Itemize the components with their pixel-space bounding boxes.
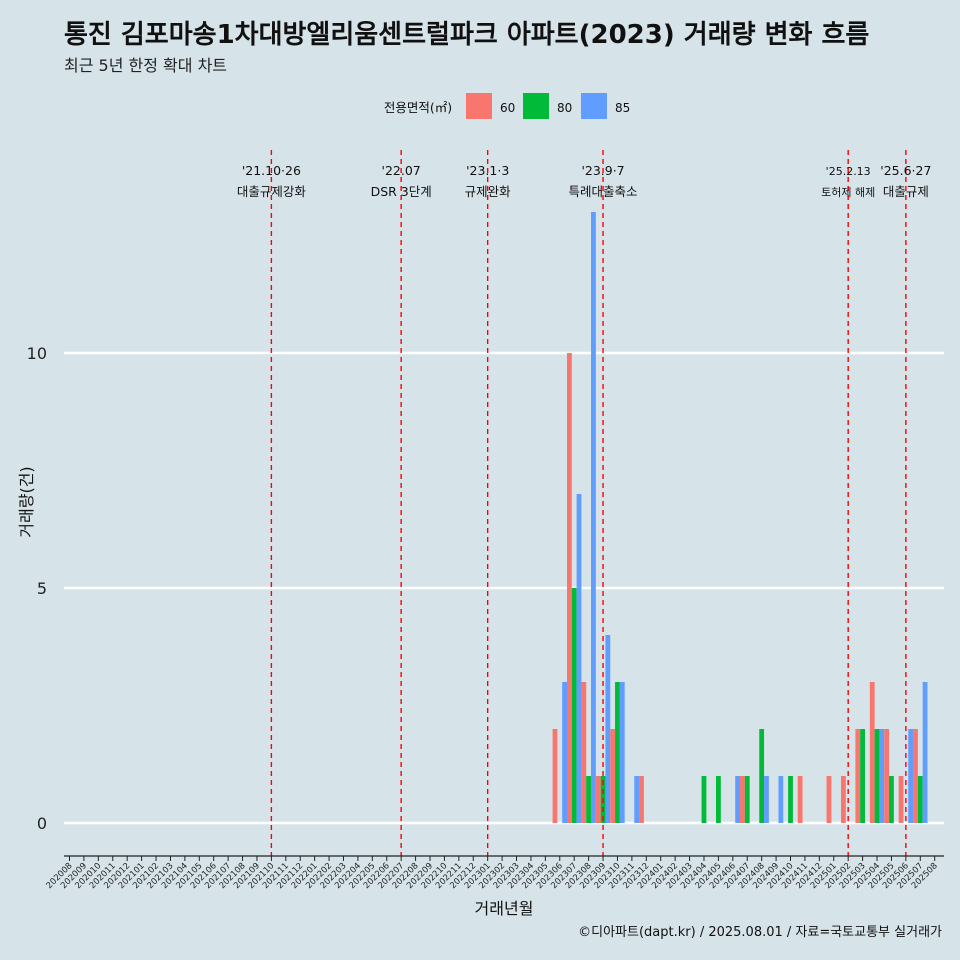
event-label: 규제완화 <box>465 184 512 199</box>
caption: ©디아파트(dapt.kr) / 2025.08.01 / 자료=국토교통부 실… <box>578 925 942 940</box>
bar-60-202312 <box>639 776 644 823</box>
bar-60-202503 <box>855 729 861 823</box>
bar-80-202504 <box>874 729 880 823</box>
bar-80-202310 <box>615 682 620 823</box>
legend-label-80: 80 <box>557 101 572 115</box>
bar-80-202405 <box>716 776 721 823</box>
bar-60-202506 <box>898 776 904 823</box>
event-label: DSR 3단계 <box>371 184 432 199</box>
event-date: '21.10·26 <box>242 163 301 178</box>
event-label: 대출규제 <box>883 184 929 199</box>
event-label: 특례대출축소 <box>569 184 638 199</box>
event-annotations: '21.10·26 대출규제강화 '22.07 DSR 3단계 '23.1·3 규제완화 '… <box>237 163 932 199</box>
chart-title: 통진 김포마송1차대방엘리움센트럴파크 아파트(2023) 거래량 변화 흐름 <box>64 20 870 50</box>
event-date: '22.07 <box>382 163 421 178</box>
legend: 전용면적(㎡) 60 80 85 <box>384 93 630 119</box>
bar-85-202309 <box>605 635 611 823</box>
y-tick-label: 0 <box>37 814 47 833</box>
event-label: 토허제 해제 <box>821 185 875 199</box>
bar-60-202501 <box>826 776 832 823</box>
bar-80-202507 <box>917 776 923 823</box>
event-date: '25.6·27 <box>880 163 931 178</box>
bar-60-202309 <box>595 776 601 823</box>
bar-60-202306 <box>552 729 558 823</box>
bar-85-202307 <box>576 494 582 823</box>
legend-label-60: 60 <box>500 101 515 115</box>
bar-80-202307 <box>571 588 577 823</box>
bar-80-202505 <box>889 776 894 823</box>
y-axis: 0 5 10 <box>27 344 47 833</box>
chart-subtitle: 최근 5년 한정 확대 차트 <box>64 56 228 75</box>
bar-85-202504 <box>879 729 885 823</box>
legend-key-85 <box>581 93 607 119</box>
bar-85-202507 <box>922 682 928 823</box>
legend-label-85: 85 <box>615 101 630 115</box>
bar-60-202307 <box>567 353 572 823</box>
bar-80-202410 <box>788 776 793 823</box>
y-tick-label: 10 <box>27 344 47 363</box>
bar-60-202507 <box>913 729 918 823</box>
event-date: '23.1·3 <box>466 163 509 178</box>
legend-key-60 <box>466 93 492 119</box>
bar-80-202404 <box>701 776 707 823</box>
bar-60-202502 <box>840 776 846 823</box>
bar-85-202408 <box>764 776 769 823</box>
bar-85-202310 <box>619 682 625 823</box>
bar-60-202505 <box>884 729 890 823</box>
bar-85-202506 <box>908 729 914 823</box>
event-date: '23.9·7 <box>581 163 624 178</box>
bar-60-202407 <box>740 776 745 823</box>
legend-key-80 <box>523 93 549 119</box>
event-lines <box>270 150 907 856</box>
bar-60-202411 <box>797 776 803 823</box>
x-axis-title: 거래년월 <box>475 899 534 918</box>
bar-85-202308 <box>591 212 596 823</box>
legend-title: 전용면적(㎡) <box>384 100 452 115</box>
x-axis: 2020082020092020102020112020122021012021… <box>45 855 944 891</box>
gridlines <box>64 351 944 825</box>
bar-85-202406 <box>735 776 741 823</box>
bar-80-202408 <box>759 729 765 823</box>
bar-80-202503 <box>860 729 865 823</box>
bar-80-202407 <box>744 776 750 823</box>
event-date: '25.2.13 <box>826 165 871 178</box>
bar-60-202308 <box>581 682 587 823</box>
bar-60-202504 <box>869 682 875 823</box>
bar-85-202409 <box>778 776 784 823</box>
y-axis-title: 거래량(건) <box>17 466 36 537</box>
event-label: 대출규제강화 <box>237 184 307 199</box>
bar-85-202311 <box>634 776 640 823</box>
bar-60-202310 <box>610 729 616 823</box>
bar-85-202306 <box>562 682 567 823</box>
bars <box>552 212 928 823</box>
bar-80-202308 <box>586 776 592 823</box>
y-tick-label: 5 <box>37 579 47 598</box>
